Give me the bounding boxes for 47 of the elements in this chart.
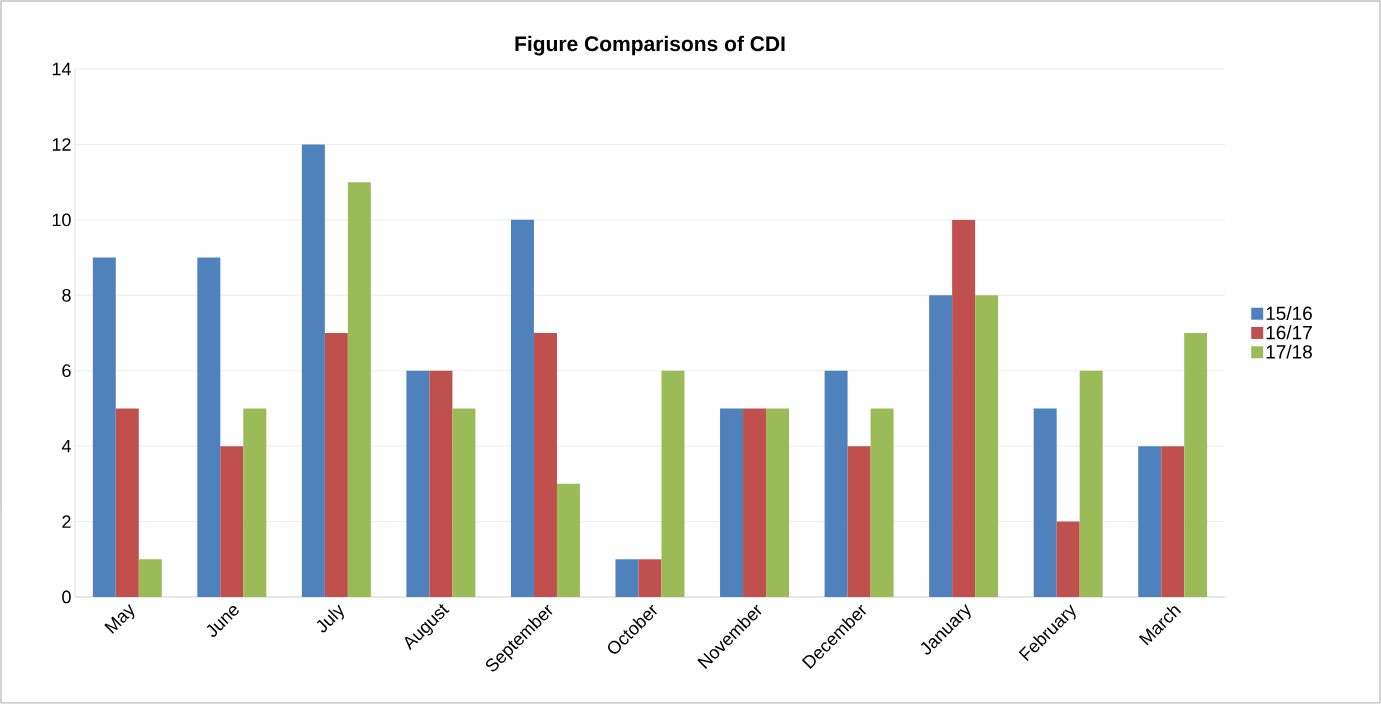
- bar: [1033, 408, 1057, 597]
- legend-label: 16/17: [1266, 325, 1312, 340]
- x-tick-label: July: [316, 604, 344, 633]
- bar: [615, 559, 639, 597]
- bar: [766, 408, 790, 597]
- y-tick-label: 12: [52, 138, 71, 151]
- bar: [870, 408, 894, 597]
- bar: [1161, 446, 1185, 597]
- bar: [301, 144, 325, 597]
- bar: [661, 370, 685, 597]
- bar: [510, 219, 534, 597]
- bar: [847, 446, 871, 597]
- bar: [115, 408, 139, 597]
- bar: [452, 408, 476, 597]
- bar: [243, 408, 267, 597]
- y-tick-label: 14: [52, 62, 71, 76]
- x-tick-label: May: [104, 604, 135, 634]
- y-tick-label: 8: [62, 288, 71, 302]
- bar: [533, 333, 557, 597]
- bar: [406, 370, 430, 597]
- bar: [1079, 370, 1103, 597]
- bar: [929, 295, 953, 597]
- y-tick-label: 4: [61, 439, 71, 453]
- bar: [347, 182, 371, 597]
- legend-label: 15/16: [1266, 306, 1312, 321]
- y-tick-label: 0: [62, 590, 71, 604]
- y-tick-label: 6: [62, 364, 71, 378]
- bar: [975, 295, 999, 597]
- y-tick-label: 10: [52, 213, 71, 227]
- bar: [220, 446, 244, 597]
- chart-title: Figure Comparisons of CDI: [515, 35, 785, 56]
- bar: [324, 333, 348, 597]
- bar: [556, 483, 580, 597]
- bar: [952, 219, 976, 597]
- bar: [638, 559, 662, 597]
- bar: [824, 370, 848, 597]
- bar: [1184, 333, 1208, 597]
- bar: [138, 559, 162, 597]
- bar: [1138, 446, 1162, 597]
- bar: [743, 408, 767, 597]
- bar: [92, 257, 116, 597]
- y-tick-label: 2: [62, 515, 71, 528]
- bar: [429, 370, 453, 597]
- bar: [1056, 521, 1080, 597]
- legend-label: 17/18: [1266, 344, 1312, 359]
- bar: [720, 408, 744, 597]
- bar: [197, 257, 221, 597]
